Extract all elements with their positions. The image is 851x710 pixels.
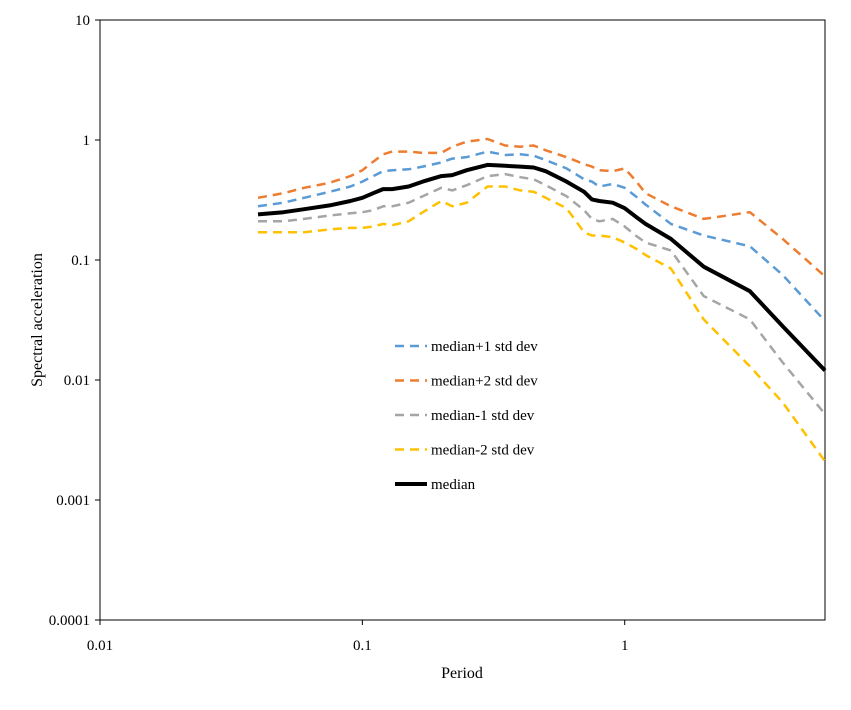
series-line-median-1-std-dev (258, 172, 826, 415)
y-tick-label: 1 (83, 133, 91, 149)
series-line-median-plus-2-std-dev (257, 137, 826, 278)
y-tick-label: 0.0001 (49, 613, 90, 629)
y-axis-title: Spectral acceleration (29, 253, 46, 387)
y-axis-ticks: 0.0001 0.001 0.01 0.1 1 10 (49, 13, 100, 629)
y-tick-label: 0.01 (64, 373, 90, 389)
y-tick-label: 0.001 (56, 493, 90, 509)
series-line-median-2-std-dev (258, 185, 827, 463)
series-layer (257, 137, 827, 463)
legend-label-median-1-std-dev: median-1 std dev (431, 408, 535, 424)
x-tick-label: 0.01 (87, 638, 113, 654)
legend-label-median-plus-2-std-dev: median+2 std dev (431, 374, 538, 390)
legend-label-median-2-std-dev: median-2 std dev (431, 443, 535, 459)
plot-area (99, 19, 826, 621)
x-axis-title: Period (441, 665, 483, 682)
legend: median+1 std dev median+2 std dev median-1… (395, 339, 538, 493)
series-line-median (257, 162, 827, 372)
legend-label-median-plus-1-std-dev: median+1 std dev (431, 339, 538, 355)
series-line-median-plus-1-std-dev (257, 150, 826, 322)
x-tick-label: 0.1 (353, 638, 372, 654)
x-axis-ticks: 0.01 0.1 1 (87, 620, 629, 654)
legend-label-median: median (431, 477, 476, 493)
y-tick-label: 10 (75, 13, 90, 29)
y-tick-label: 0.1 (71, 253, 90, 269)
x-tick-label: 1 (621, 638, 629, 654)
